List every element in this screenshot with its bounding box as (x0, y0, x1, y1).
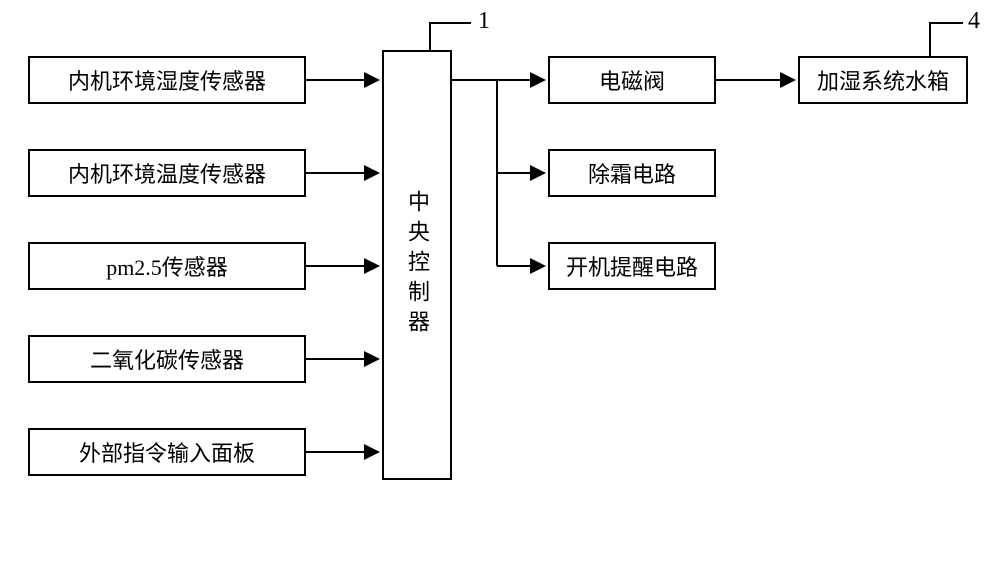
callout-1-hline (429, 22, 471, 24)
power-reminder-box: 开机提醒电路 (548, 242, 716, 290)
central-controller-box: 中央控制器 (382, 50, 452, 480)
callout-4-vline (929, 22, 931, 56)
callout-4-hline (929, 22, 963, 24)
temp-sensor-label: 内机环境温度传感器 (68, 157, 266, 189)
callout-1-vline (429, 22, 431, 50)
callout-1-label: 1 (478, 8, 490, 35)
temp-sensor-box: 内机环境温度传感器 (28, 149, 306, 197)
humidifier-tank-label: 加湿系统水箱 (817, 64, 949, 96)
humidifier-tank-box: 加湿系统水箱 (798, 56, 968, 104)
co2-sensor-label: 二氧化碳传感器 (90, 343, 244, 375)
solenoid-valve-label: 电磁阀 (599, 64, 665, 96)
pm25-sensor-label: pm2.5传感器 (106, 250, 228, 282)
power-reminder-label: 开机提醒电路 (566, 250, 698, 282)
input-panel-label: 外部指令输入面板 (79, 436, 255, 468)
input-panel-box: 外部指令输入面板 (28, 428, 306, 476)
central-controller-label: 中央控制器 (401, 190, 433, 340)
humidity-sensor-box: 内机环境湿度传感器 (28, 56, 306, 104)
callout-4-label: 4 (968, 8, 980, 35)
defrost-circuit-box: 除霜电路 (548, 149, 716, 197)
humidity-sensor-label: 内机环境湿度传感器 (68, 64, 266, 96)
co2-sensor-box: 二氧化碳传感器 (28, 335, 306, 383)
defrost-circuit-label: 除霜电路 (588, 157, 676, 189)
solenoid-valve-box: 电磁阀 (548, 56, 716, 104)
pm25-sensor-box: pm2.5传感器 (28, 242, 306, 290)
